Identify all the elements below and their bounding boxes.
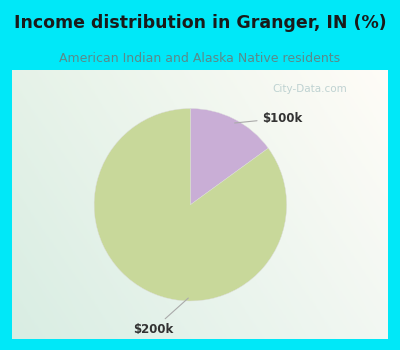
Text: City-Data.com: City-Data.com [272,84,347,94]
Text: Income distribution in Granger, IN (%): Income distribution in Granger, IN (%) [14,14,386,32]
Text: American Indian and Alaska Native residents: American Indian and Alaska Native reside… [60,52,340,65]
Text: $200k: $200k [133,298,188,336]
Wedge shape [190,108,268,205]
Text: $100k: $100k [235,112,303,125]
Wedge shape [94,108,287,301]
